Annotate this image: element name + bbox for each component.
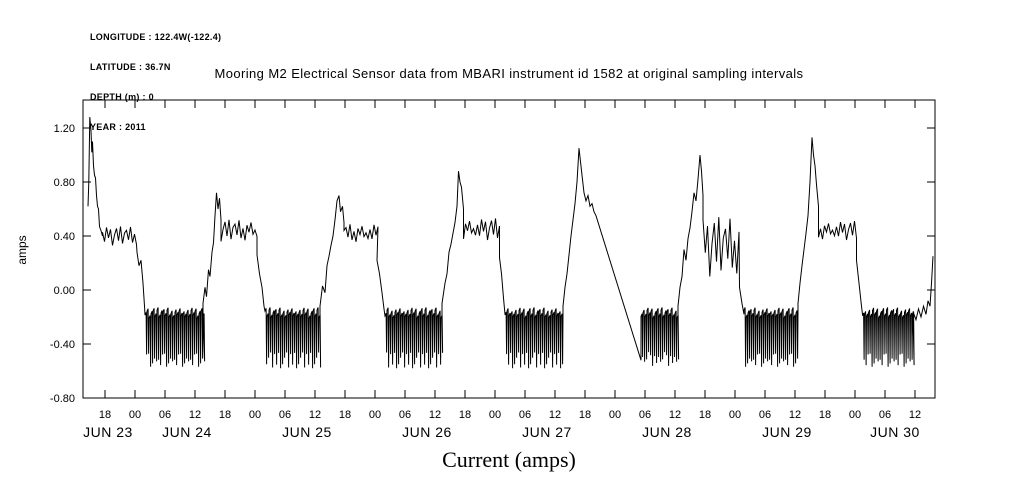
x-tick-label: 00 bbox=[369, 409, 381, 421]
date-label: JUN 26 bbox=[402, 424, 452, 440]
y-tick-label: 0.80 bbox=[54, 177, 75, 189]
metadata-block: LONGITUDE : 122.4W(-122.4) LATITUDE : 36… bbox=[90, 12, 221, 152]
x-tick-label: 06 bbox=[519, 409, 531, 421]
series-path bbox=[87, 117, 934, 369]
x-tick-label: 06 bbox=[639, 409, 651, 421]
x-tick-label: 00 bbox=[729, 409, 741, 421]
x-tick-label: 06 bbox=[159, 409, 171, 421]
plot-frame bbox=[82, 99, 936, 399]
x-tick-label: 00 bbox=[609, 409, 621, 421]
date-label: JUN 29 bbox=[762, 424, 812, 440]
x-tick-label: 06 bbox=[279, 409, 291, 421]
x-tick-label: 18 bbox=[99, 409, 111, 421]
x-tick-label: 06 bbox=[879, 409, 891, 421]
x-tick-label: 06 bbox=[399, 409, 411, 421]
date-label: JUN 27 bbox=[522, 424, 572, 440]
meta-year: YEAR : 2011 bbox=[90, 122, 146, 132]
x-tick-label: 12 bbox=[669, 409, 681, 421]
date-label: JUN 25 bbox=[282, 424, 332, 440]
x-tick-label: 06 bbox=[759, 409, 771, 421]
y-tick-label: 0.00 bbox=[54, 285, 75, 297]
x-tick-label: 18 bbox=[579, 409, 591, 421]
x-tick-label: 18 bbox=[699, 409, 711, 421]
x-axis-caption: Current (amps) bbox=[442, 447, 576, 472]
y-tick-label: -0.80 bbox=[50, 393, 75, 405]
x-tick-label: 00 bbox=[249, 409, 261, 421]
date-label: JUN 24 bbox=[162, 424, 212, 440]
x-tick-label: 12 bbox=[549, 409, 561, 421]
x-tick-label: 00 bbox=[849, 409, 861, 421]
date-label: JUN 23 bbox=[83, 424, 133, 440]
date-label: JUN 30 bbox=[870, 424, 920, 440]
x-tick-label: 12 bbox=[429, 409, 441, 421]
x-tick-label: 12 bbox=[189, 409, 201, 421]
x-tick-label: 12 bbox=[909, 409, 921, 421]
meta-depth: DEPTH (m) : 0 bbox=[90, 92, 154, 102]
chart-title: Mooring M2 Electrical Sensor data from M… bbox=[214, 66, 804, 81]
x-tick-label: 00 bbox=[129, 409, 141, 421]
y-tick-label: 0.40 bbox=[54, 231, 75, 243]
x-tick-label: 00 bbox=[489, 409, 501, 421]
meta-latitude: LATITUDE : 36.7N bbox=[90, 62, 171, 72]
y-tick-label: -0.40 bbox=[50, 339, 75, 351]
x-tick-label: 18 bbox=[219, 409, 231, 421]
x-tick-label: 12 bbox=[789, 409, 801, 421]
y-tick-label: 1.20 bbox=[54, 123, 75, 135]
x-tick-label: 18 bbox=[339, 409, 351, 421]
date-label: JUN 28 bbox=[642, 424, 692, 440]
x-tick-label: 18 bbox=[819, 409, 831, 421]
meta-longitude: LONGITUDE : 122.4W(-122.4) bbox=[90, 32, 222, 42]
x-tick-label: 18 bbox=[459, 409, 471, 421]
x-tick-label: 12 bbox=[309, 409, 321, 421]
